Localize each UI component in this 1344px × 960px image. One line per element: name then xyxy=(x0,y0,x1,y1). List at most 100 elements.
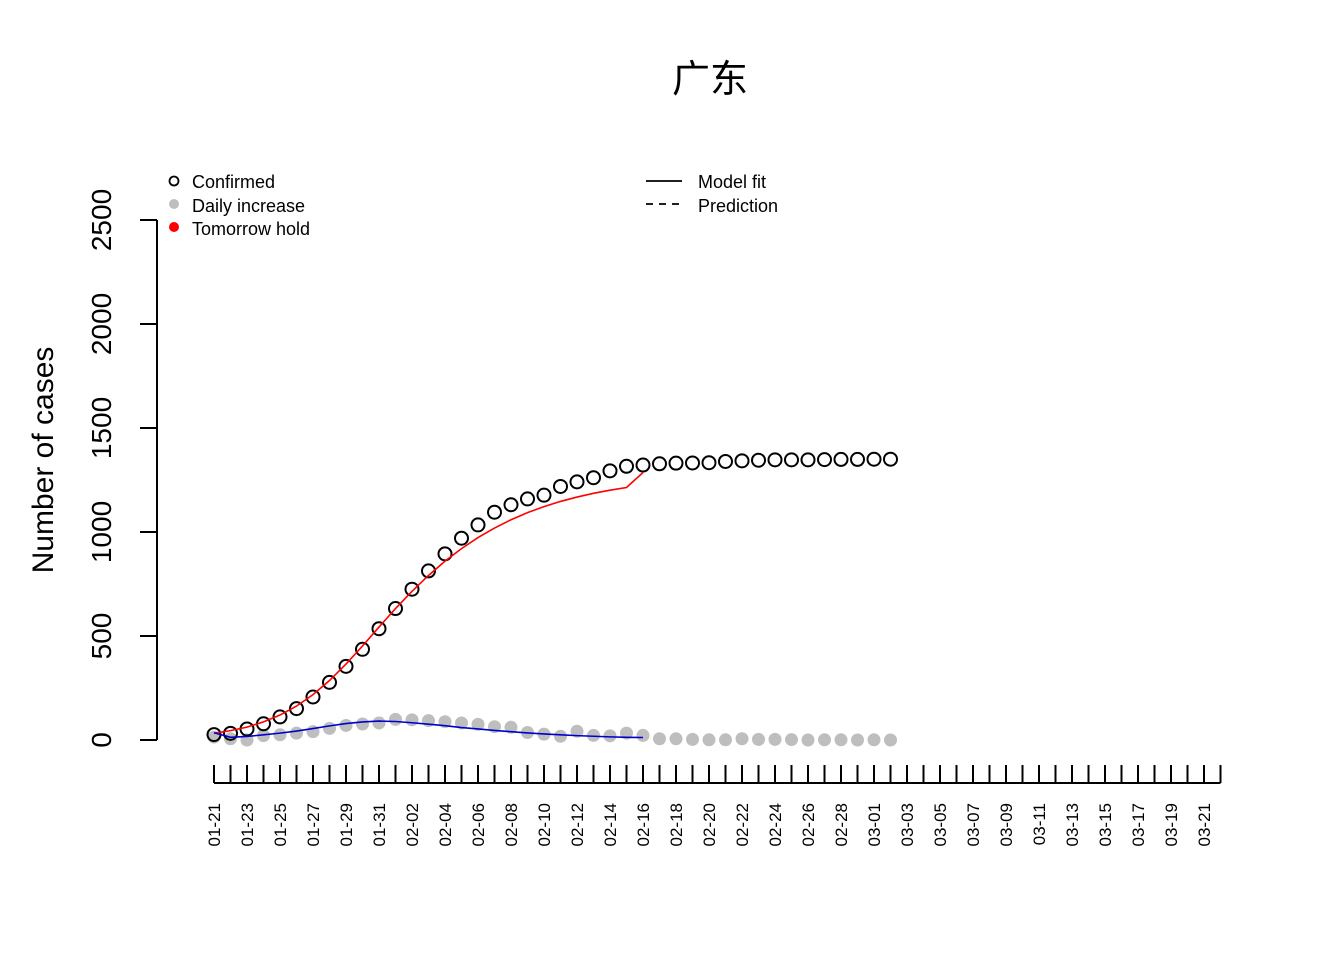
y-axis: 0 500 1000 1500 2000 2500 xyxy=(86,189,158,748)
confirmed-point xyxy=(388,601,403,617)
x-tick-label: 02-16 xyxy=(634,803,653,846)
daily-increase-point xyxy=(867,733,881,747)
confirmed-point xyxy=(454,530,469,546)
x-tick-label: 01-27 xyxy=(304,803,323,846)
x-tick-label: 02-28 xyxy=(832,803,851,846)
daily-increase-point xyxy=(405,713,419,727)
daily-increase-point xyxy=(719,733,732,747)
confirmed-point xyxy=(322,674,337,690)
confirmed-point xyxy=(718,453,733,469)
confirmed-point xyxy=(371,621,387,637)
daily-increase-point xyxy=(785,733,798,747)
x-axis: 01-21 01-23 01-25 01-27 01-29 01-31 02-02 02-04… xyxy=(205,765,1222,846)
confirmed-point xyxy=(619,458,634,474)
daily-increase-point xyxy=(851,733,864,747)
daily-increase-point xyxy=(339,718,353,732)
x-tick-label: 03-03 xyxy=(898,803,917,846)
x-tick-label: 03-09 xyxy=(997,803,1016,846)
y-axis-label: Number of cases xyxy=(27,347,60,574)
daily-increase-point xyxy=(372,716,386,730)
confirmed-point xyxy=(470,517,486,533)
daily-increase-point xyxy=(834,733,848,747)
chart-title: 广东 xyxy=(672,57,748,101)
x-tick-label: 03-19 xyxy=(1162,803,1181,846)
daily-increase-point xyxy=(702,733,716,747)
x-tick-label: 02-12 xyxy=(568,803,587,846)
daily-increase-point xyxy=(570,724,584,738)
x-tick-label: 02-06 xyxy=(469,803,488,846)
daily-increase-point xyxy=(603,729,617,743)
x-tick-label: 02-26 xyxy=(799,803,818,846)
x-tick-label: 03-05 xyxy=(931,803,950,846)
confirmed-point xyxy=(338,658,354,674)
confirmed-point xyxy=(223,725,238,741)
x-tick-label: 01-31 xyxy=(370,803,389,846)
x-tick-label: 02-20 xyxy=(700,803,719,846)
legend-left: Confirmed Daily increase Tomorrow hold xyxy=(168,172,310,239)
legend-tomorrow-hold-marker xyxy=(169,222,179,232)
confirmed-point xyxy=(355,641,370,657)
y-tick-label: 500 xyxy=(86,613,117,660)
confirmed-point xyxy=(784,452,799,468)
confirmed-point xyxy=(404,581,420,597)
x-tick-label: 02-18 xyxy=(667,803,686,846)
daily-increase-point xyxy=(273,728,287,742)
confirmed-point xyxy=(421,563,436,579)
confirmed-point xyxy=(586,470,601,486)
x-tick-label: 02-02 xyxy=(403,803,422,846)
confirmed-point xyxy=(751,452,766,468)
confirmed-point xyxy=(652,456,667,472)
confirmed-point xyxy=(701,455,717,471)
daily-increase-point xyxy=(636,728,650,742)
x-tick-label: 02-08 xyxy=(502,803,521,846)
x-tick-label: 01-21 xyxy=(205,803,224,846)
confirmed-point xyxy=(635,457,651,473)
daily-increase-point xyxy=(686,732,699,746)
daily-increase-point xyxy=(224,732,237,746)
daily-increase-point xyxy=(818,733,831,747)
daily-increase-point xyxy=(801,733,815,747)
daily-increase-point xyxy=(768,732,782,746)
legend-daily-increase-marker xyxy=(169,199,179,209)
x-tick-label: 03-11 xyxy=(1030,803,1049,845)
confirmed-point xyxy=(866,451,882,467)
x-tick-label: 02-24 xyxy=(766,803,785,846)
confirmed-point xyxy=(536,487,552,503)
x-tick-label: 03-17 xyxy=(1129,803,1148,846)
x-tick-label: 02-04 xyxy=(436,803,455,846)
legend-prediction-label: Prediction xyxy=(698,196,778,216)
x-tick-label: 01-29 xyxy=(337,803,356,846)
confirmed-point xyxy=(800,452,816,468)
y-tick-label: 1500 xyxy=(86,397,117,459)
daily-increase-point xyxy=(554,729,567,743)
daily-increase-point xyxy=(620,726,633,740)
confirmed-point xyxy=(833,451,849,467)
confirmed-point xyxy=(553,478,568,494)
x-tick-label: 03-07 xyxy=(964,803,983,846)
x-tick-label: 03-15 xyxy=(1096,803,1115,846)
confirmed-point xyxy=(883,451,898,467)
plot-area xyxy=(206,451,898,747)
confirmed-point xyxy=(850,451,865,467)
daily-increase-point xyxy=(752,732,765,746)
confirmed-point xyxy=(767,452,783,468)
legend-confirmed-label: Confirmed xyxy=(192,172,275,192)
x-tick-label: 02-14 xyxy=(601,803,620,846)
x-tick-label: 01-23 xyxy=(238,803,257,846)
daily-increase-point xyxy=(653,732,666,746)
legend-tomorrow-hold-label: Tomorrow hold xyxy=(192,219,310,239)
daily-increase-point xyxy=(884,733,897,747)
daily-increase-point xyxy=(735,732,749,746)
y-tick-label: 2000 xyxy=(86,293,117,355)
confirmed-point xyxy=(487,504,502,520)
daily-increase-point xyxy=(471,717,485,731)
daily-increase-point xyxy=(257,729,270,743)
x-tick-label: 03-21 xyxy=(1195,803,1214,846)
x-tick-label: 03-01 xyxy=(865,803,884,846)
confirmed-point xyxy=(734,453,750,469)
x-tick-label: 03-13 xyxy=(1063,803,1082,846)
x-tick-label: 01-25 xyxy=(271,803,290,846)
confirmed-point xyxy=(668,455,684,471)
x-tick-label: 02-22 xyxy=(733,803,752,846)
daily-increase-point xyxy=(669,732,683,746)
